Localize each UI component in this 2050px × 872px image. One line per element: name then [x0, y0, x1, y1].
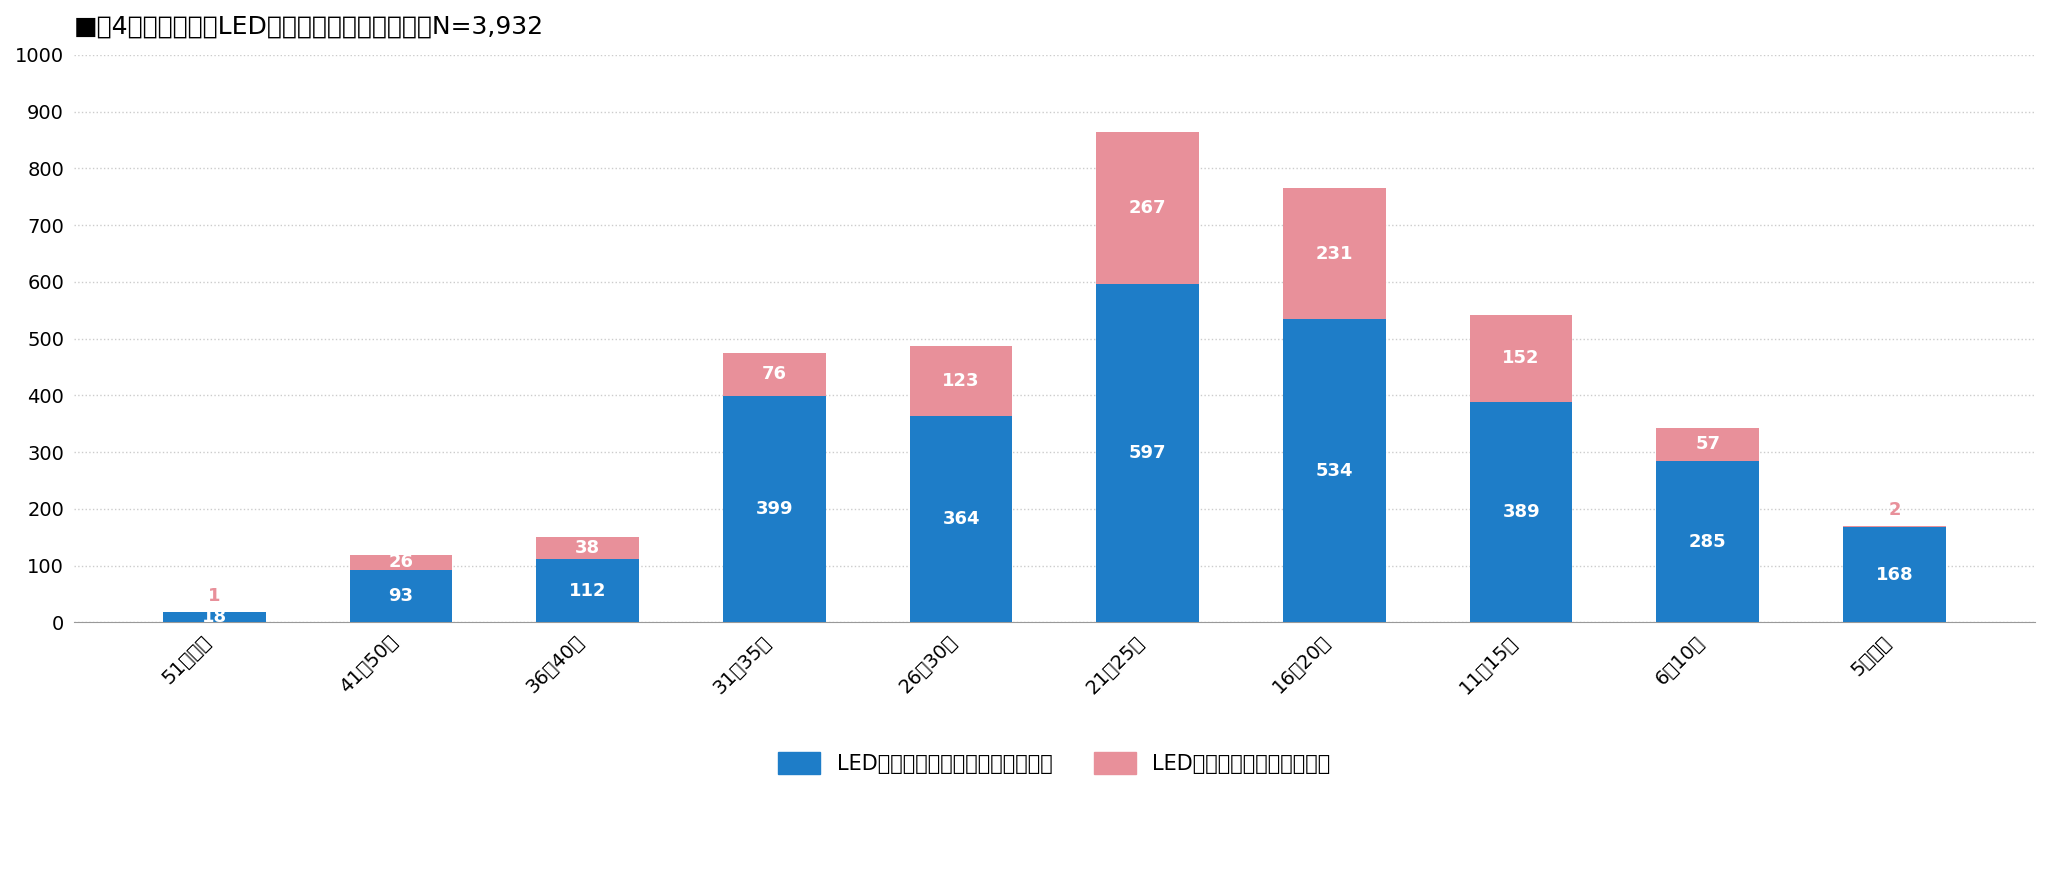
Text: 38: 38	[576, 539, 601, 557]
Text: 112: 112	[570, 582, 607, 600]
Text: 26: 26	[390, 553, 414, 571]
Bar	[1656, 460, 1759, 623]
Bar	[1470, 316, 1572, 402]
Text: 285: 285	[1689, 533, 1726, 550]
Text: 18: 18	[201, 609, 228, 626]
Text: 168: 168	[1876, 566, 1913, 583]
Bar	[1843, 526, 1945, 527]
Bar	[1283, 319, 1386, 623]
Text: 152: 152	[1503, 350, 1540, 367]
Bar	[910, 346, 1013, 416]
Bar	[1843, 527, 1945, 623]
Text: 231: 231	[1316, 245, 1353, 262]
Bar	[164, 612, 266, 623]
Bar	[1097, 132, 1199, 283]
Text: 1: 1	[209, 587, 221, 605]
Text: 93: 93	[390, 587, 414, 605]
Text: 597: 597	[1130, 444, 1166, 462]
Text: 534: 534	[1316, 462, 1353, 480]
Bar	[1283, 188, 1386, 319]
Bar	[351, 555, 453, 569]
Bar	[351, 569, 453, 623]
Bar	[1656, 428, 1759, 460]
Text: 123: 123	[943, 371, 980, 390]
Text: 364: 364	[943, 510, 980, 528]
Bar	[724, 353, 826, 396]
Text: 267: 267	[1130, 199, 1166, 217]
Bar	[1470, 402, 1572, 623]
Bar	[910, 416, 1013, 623]
Text: 57: 57	[1695, 435, 1720, 453]
Text: 2: 2	[1888, 501, 1900, 519]
Legend: LED照明交換工事を実施していない, LED照明交換工事を実施した: LED照明交換工事を実施していない, LED照明交換工事を実施した	[771, 744, 1339, 782]
Bar	[537, 559, 640, 623]
Bar	[1097, 283, 1199, 623]
Text: ■围4　範年数別　LED照明交換工事実施割合　N=3,932: ■围4 範年数別 LED照明交換工事実施割合 N=3,932	[74, 15, 543, 39]
Bar	[724, 396, 826, 623]
Text: 76: 76	[763, 365, 787, 384]
Bar	[537, 537, 640, 559]
Text: 399: 399	[756, 501, 793, 518]
Text: 389: 389	[1503, 503, 1540, 521]
